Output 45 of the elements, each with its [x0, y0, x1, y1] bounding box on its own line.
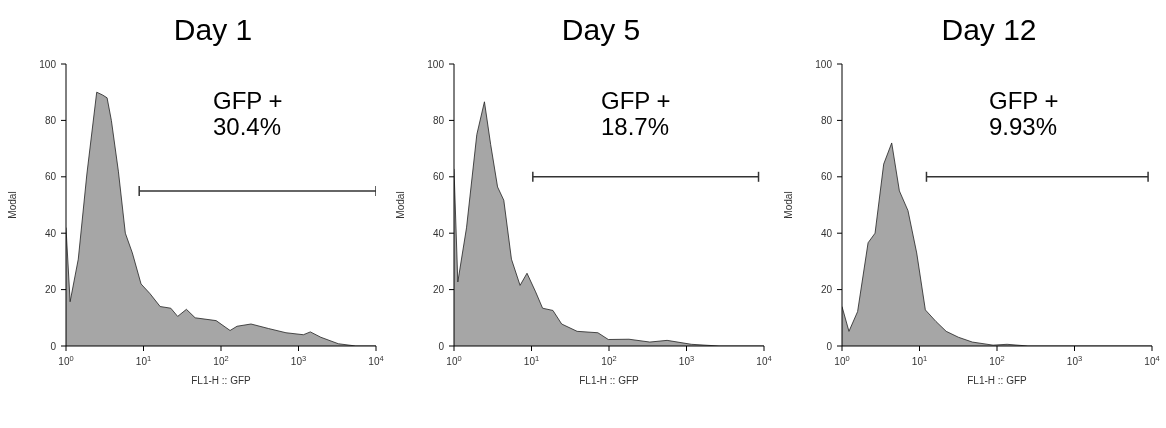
x-tick-label: 10$^{0}$	[446, 353, 462, 367]
x-tick-label: 10$^{4}$	[756, 353, 772, 367]
x-tick-label: 10$^{2}$	[989, 353, 1005, 367]
x-tick-label: 10$^{1}$	[135, 353, 152, 367]
y-tick-label: 40	[44, 227, 57, 239]
y-tick-label: 20	[44, 284, 57, 296]
y-tick-label: 40	[432, 227, 445, 239]
annotation: GFP + 30.4%	[213, 87, 283, 140]
y-axis-title: Modal	[6, 191, 18, 219]
y-axis-title: Modal	[394, 191, 406, 219]
x-axis-title: FL1-H :: GFP	[967, 375, 1028, 386]
y-tick-label: 0	[438, 340, 445, 352]
x-tick-label: 10$^{4}$	[1144, 353, 1160, 367]
y-tick-label: 60	[432, 171, 445, 183]
y-tick-label: 80	[820, 114, 833, 126]
y-tick-label: 0	[50, 340, 57, 352]
y-tick-label: 40	[820, 227, 833, 239]
x-tick-label: 10$^{3}$	[678, 353, 695, 367]
y-tick-label: 80	[432, 114, 445, 126]
x-tick-label: 10$^{2}$	[213, 353, 229, 367]
x-tick-label: 10$^{1}$	[911, 353, 928, 367]
y-axis-title: Modal	[782, 191, 794, 219]
chart-title: Day 5	[560, 12, 642, 48]
y-tick-label: 60	[44, 171, 57, 183]
y-tick-label: 0	[826, 340, 833, 352]
y-tick-label: 80	[44, 114, 57, 126]
x-tick-label: 10$^{3}$	[1066, 353, 1083, 367]
chart-title: Day 1	[172, 12, 254, 48]
annotation: GFP + 18.7%	[601, 87, 671, 140]
x-tick-label: 10$^{0}$	[834, 353, 850, 367]
x-axis-title: FL1-H :: GFP	[191, 375, 252, 386]
x-tick-label: 10$^{1}$	[523, 353, 540, 367]
x-tick-label: 10$^{3}$	[290, 353, 307, 367]
x-tick-label: 10$^{4}$	[368, 353, 384, 367]
y-tick-label: 100	[39, 58, 57, 70]
y-tick-label: 100	[427, 58, 445, 70]
chart-title: Day 12	[940, 12, 1038, 48]
annotation: GFP + 9.93%	[989, 87, 1059, 140]
y-tick-label: 60	[820, 171, 833, 183]
x-axis-title: FL1-H :: GFP	[579, 375, 640, 386]
y-tick-label: 100	[815, 58, 833, 70]
y-tick-label: 20	[432, 284, 445, 296]
y-tick-label: 20	[820, 284, 833, 296]
x-tick-label: 10$^{2}$	[601, 353, 617, 367]
x-tick-label: 10$^{0}$	[58, 353, 74, 367]
